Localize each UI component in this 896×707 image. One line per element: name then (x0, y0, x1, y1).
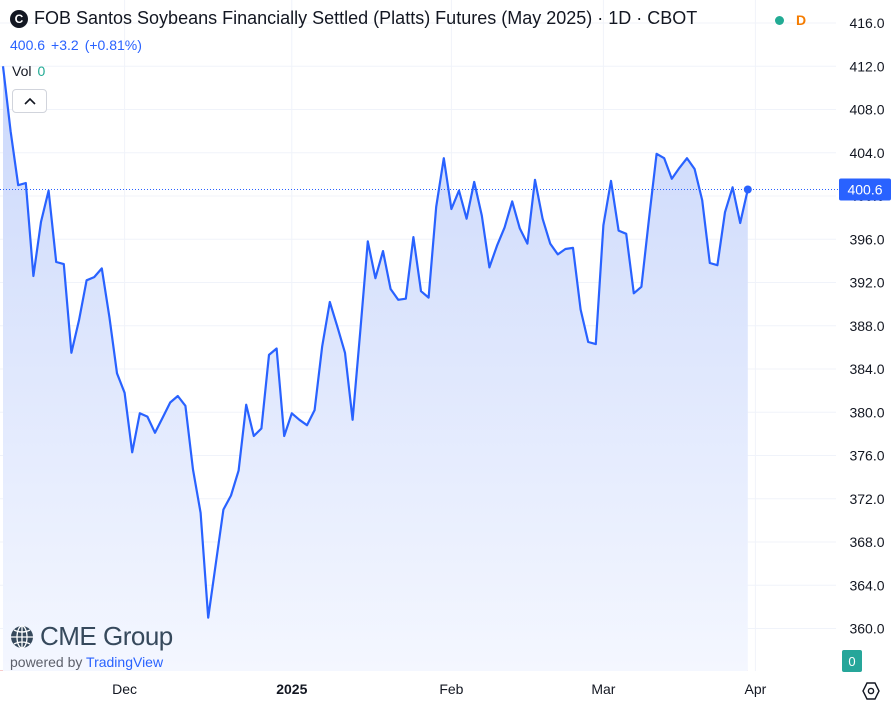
volume-axis-label: 0 (842, 650, 862, 672)
volume-label: Vol (12, 63, 32, 79)
chart-header: C FOB Santos Soybeans Financially Settle… (10, 8, 697, 29)
time-axis[interactable]: Dec 2025 Feb Mar Apr (112, 681, 766, 697)
last-price-label-text: 400.6 (847, 182, 882, 198)
y-tick-label: 364.0 (849, 577, 884, 593)
powered-by-text: powered by (10, 654, 83, 670)
y-tick-label: 388.0 (849, 318, 884, 334)
status-badge[interactable]: D (796, 12, 807, 28)
x-tick-label: Apr (745, 681, 767, 697)
cme-globe-icon (11, 624, 33, 649)
volume-axis-label-text: 0 (848, 654, 855, 669)
y-tick-label: 376.0 (849, 448, 884, 464)
y-tick-label: 372.0 (849, 491, 884, 507)
collapse-legend-button[interactable] (12, 89, 47, 113)
price-change-pct: (+0.81%) (84, 37, 142, 53)
y-tick-label: 412.0 (849, 58, 884, 74)
y-tick-label: 408.0 (849, 102, 884, 118)
x-tick-label: Dec (112, 681, 137, 697)
settings-hexagon-icon (862, 682, 880, 700)
last-price-marker (743, 185, 752, 194)
chart-settings-button[interactable] (861, 681, 881, 701)
y-tick-label: 396.0 (849, 231, 884, 247)
y-tick-label: 384.0 (849, 361, 884, 377)
brand-watermark: CME Group powered by TradingView (10, 621, 173, 670)
tradingview-link[interactable]: TradingView (86, 654, 164, 670)
cme-logo[interactable]: CME Group (10, 621, 173, 652)
volume-value: 0 (37, 63, 46, 79)
y-tick-label: 392.0 (849, 275, 884, 291)
y-tick-label: 416.0 (849, 15, 884, 31)
symbol-title[interactable]: FOB Santos Soybeans Financially Settled … (34, 8, 698, 28)
powered-by: powered by TradingView (10, 654, 173, 670)
exchange-logo-icon[interactable]: C (10, 9, 28, 28)
last-price-label: 400.6 (839, 178, 891, 201)
price-legend: 400.6 +3.2 (+0.81%) (10, 37, 148, 53)
market-open-dot-icon[interactable] (775, 15, 784, 25)
chevron-up-icon (23, 97, 36, 105)
x-tick-label: 2025 (276, 681, 307, 697)
logo-letter: C (14, 11, 24, 26)
price-change: +3.2 (51, 37, 79, 53)
y-tick-label: 360.0 (849, 621, 884, 637)
price-axis[interactable]: 360.0 364.0 368.0 372.0 376.0 380.0 384.0 388.0… (849, 15, 884, 637)
y-tick-label: 404.0 (849, 145, 884, 161)
volume-legend: Vol 0 (12, 63, 45, 79)
x-tick-label: Mar (591, 681, 615, 697)
price-line (1, 66, 749, 619)
x-tick-label: Feb (439, 681, 463, 697)
y-tick-label: 380.0 (849, 404, 884, 420)
last-price: 400.6 (10, 37, 46, 53)
y-tick-label: 368.0 (849, 534, 884, 550)
cme-logo-text: CME Group (40, 621, 173, 651)
market-status: D (775, 12, 806, 28)
price-area (3, 66, 748, 672)
